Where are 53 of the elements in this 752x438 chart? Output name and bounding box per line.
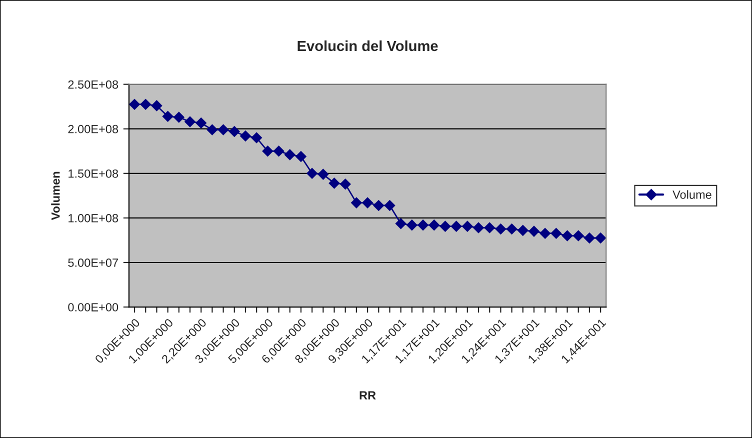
point (406, 220, 418, 231)
point (440, 220, 451, 232)
point (362, 197, 373, 208)
point (473, 222, 484, 234)
point (296, 151, 306, 162)
point (162, 110, 174, 122)
point (351, 197, 362, 208)
point (462, 220, 473, 232)
point (562, 230, 573, 242)
point (528, 226, 540, 237)
y-tick-label: 5.00E+07 (68, 258, 118, 267)
point (184, 116, 196, 128)
point (262, 146, 274, 157)
point (495, 224, 506, 234)
point (550, 228, 562, 239)
point (140, 98, 152, 110)
point (251, 132, 262, 144)
chart-title: Evolucin del Volume (298, 40, 438, 52)
x-axis-title: RR (360, 391, 376, 400)
point (572, 230, 584, 242)
point (196, 118, 207, 128)
point (418, 220, 428, 231)
point (306, 168, 318, 179)
point (328, 178, 340, 189)
point (129, 98, 140, 110)
legend-label: Volume (672, 190, 712, 199)
y-tick-label: 1.00E+08 (68, 214, 118, 222)
point (373, 200, 384, 211)
point (173, 112, 184, 123)
point (384, 200, 396, 211)
point (517, 224, 528, 236)
point (151, 100, 162, 112)
point (484, 222, 496, 234)
y-axis-title: Volumen (51, 172, 60, 220)
point (540, 228, 551, 239)
point (206, 124, 218, 136)
y-tick-label: 0.00E+00 (68, 303, 118, 312)
point (318, 168, 329, 180)
y-tick-label: 2.50E+08 (68, 80, 118, 89)
point (595, 232, 606, 244)
point (284, 149, 296, 160)
point (228, 126, 240, 137)
point (218, 124, 229, 136)
point (584, 232, 595, 244)
point (395, 218, 406, 230)
point (240, 130, 251, 142)
point (450, 220, 462, 232)
point (506, 224, 518, 234)
y-tick-label: 2.00E+08 (68, 124, 118, 134)
point (428, 220, 440, 231)
point (340, 178, 351, 190)
point (273, 146, 284, 157)
y-tick-label: 1.50E+08 (68, 169, 118, 178)
